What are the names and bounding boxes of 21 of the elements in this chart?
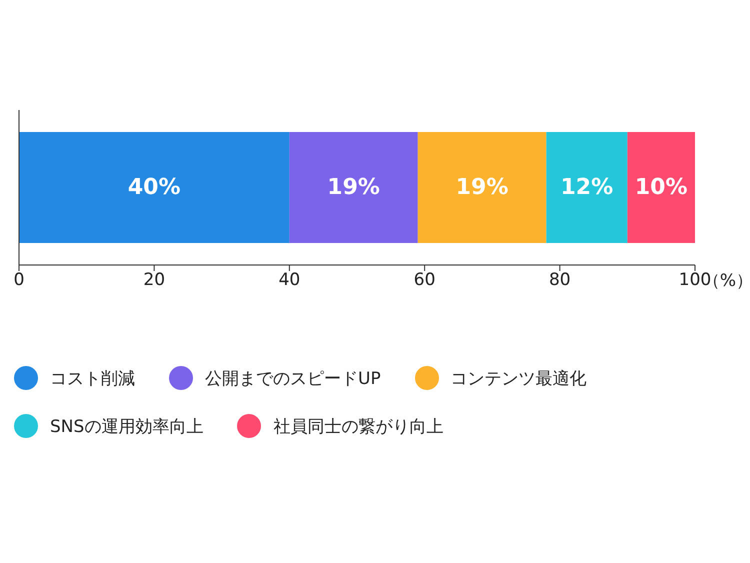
bar (19, 132, 290, 243)
data-label: 40% (128, 175, 181, 200)
x-tick-label: 100 (678, 270, 712, 290)
x-tick-label: 20 (143, 270, 166, 290)
x-tick-label: 0 (14, 270, 24, 290)
x-tick-label: 80 (548, 270, 571, 290)
bar (627, 132, 695, 243)
legend-label: コスト削減 (50, 368, 135, 390)
data-label: 19% (327, 175, 380, 200)
legend-label: コンテンツ最適化 (450, 368, 587, 390)
bar (289, 132, 418, 243)
bar (418, 132, 546, 243)
bar (546, 132, 628, 243)
data-label: 19% (456, 175, 508, 200)
legend-label: 社員同士の繋がり向上 (273, 416, 444, 438)
data-label: 10% (634, 175, 688, 200)
data-label: 12% (560, 175, 614, 200)
legend-label: SNSの運用効率向上 (50, 416, 204, 438)
legend-label: 公開までのスピードUP (205, 368, 381, 390)
x-tick-label: 60 (414, 270, 436, 290)
x-tick-label: 40 (278, 270, 300, 290)
